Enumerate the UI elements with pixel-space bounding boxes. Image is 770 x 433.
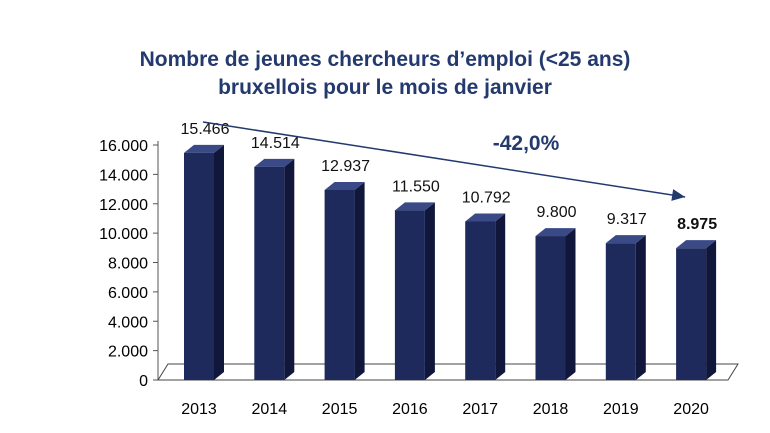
- chart-title-line-2: bruxellois pour le mois de janvier: [218, 76, 552, 99]
- bar-side: [214, 144, 224, 380]
- chart-title: Nombre de jeunes chercheurs d’emploi (<2…: [0, 46, 770, 102]
- bar-2017: [465, 213, 506, 380]
- data-label: 12.937: [321, 158, 370, 175]
- bar-top: [465, 213, 506, 222]
- bar-side: [565, 228, 576, 380]
- percent-change-label: -42,0%: [493, 132, 560, 155]
- x-tick-label: 2015: [322, 401, 358, 418]
- bar-top: [676, 240, 717, 249]
- bar-2020: [676, 240, 717, 380]
- bar-2015: [324, 181, 365, 380]
- bar-top: [535, 228, 576, 237]
- bar-side: [706, 240, 717, 380]
- x-tick-label: 2020: [673, 401, 709, 418]
- bar-top: [324, 181, 365, 190]
- x-tick-label: 2013: [181, 401, 217, 418]
- bar-front: [605, 243, 636, 380]
- data-labels: 15.466 14.514 12.937 11.550 10.792 9.800 9.317…: [181, 121, 718, 233]
- y-tick-label: 12.000: [99, 197, 148, 214]
- data-label: 11.550: [392, 178, 440, 195]
- bar-2013: [184, 144, 224, 380]
- bar-top: [605, 235, 646, 244]
- y-tick-label: 0: [139, 373, 148, 390]
- bar-side: [354, 181, 365, 380]
- data-label: 15.466: [181, 121, 230, 138]
- bar-top: [394, 202, 435, 211]
- bars: [184, 144, 717, 380]
- trend-arrow-line: [202, 121, 686, 198]
- x-tick-label: 2014: [252, 401, 288, 418]
- x-tick-label: 2017: [462, 401, 498, 418]
- y-tick-label: 14.000: [99, 167, 148, 184]
- bar-top: [254, 158, 295, 167]
- bar-2018: [535, 228, 576, 380]
- data-label: 14.514: [251, 135, 300, 152]
- trend-annotation: -42,0%: [202, 121, 686, 201]
- bar-front: [465, 221, 496, 380]
- y-tick-label: 2.000: [108, 344, 148, 361]
- y-tick-label: 6.000: [108, 285, 148, 302]
- floor-plane: [157, 363, 739, 381]
- data-label: 9.317: [607, 211, 647, 228]
- bar-2014: [254, 158, 295, 380]
- bar-top: [184, 144, 224, 153]
- y-tick-label: 8.000: [108, 256, 148, 273]
- bar-front: [324, 189, 355, 380]
- chart-floor: [157, 363, 739, 381]
- bar-front: [254, 166, 285, 380]
- y-tick-label: 10.000: [99, 226, 148, 243]
- x-tick-label: 2016: [392, 401, 428, 418]
- y-tick-label: 4.000: [108, 314, 148, 331]
- bar-side: [284, 158, 295, 380]
- bar-front: [184, 152, 214, 380]
- bar-front: [394, 210, 425, 380]
- bar-side: [635, 235, 646, 380]
- data-label: 9.800: [536, 204, 576, 221]
- data-label: 8.975: [677, 216, 717, 233]
- chart-title-line-1: Nombre de jeunes chercheurs d’emploi (<2…: [139, 48, 631, 71]
- bar-front: [535, 236, 566, 380]
- data-label: 10.792: [462, 189, 511, 206]
- y-axis: 0 2.000 4.000 6.000 8.000 10.000 12.000 14.000 1…: [99, 138, 159, 390]
- bar-front: [676, 248, 707, 380]
- bar-side: [424, 202, 435, 380]
- y-tick-label: 16.000: [99, 138, 148, 155]
- x-tick-label: 2019: [603, 401, 639, 418]
- bar-2019: [605, 235, 646, 380]
- x-axis-ticks: 2013 2014 2015 2016 2017 2018 2019 2020: [181, 401, 709, 418]
- x-tick-label: 2018: [533, 401, 569, 418]
- trend-arrow-head: [671, 189, 686, 201]
- bar-2016: [394, 202, 435, 380]
- bar-side: [495, 213, 506, 380]
